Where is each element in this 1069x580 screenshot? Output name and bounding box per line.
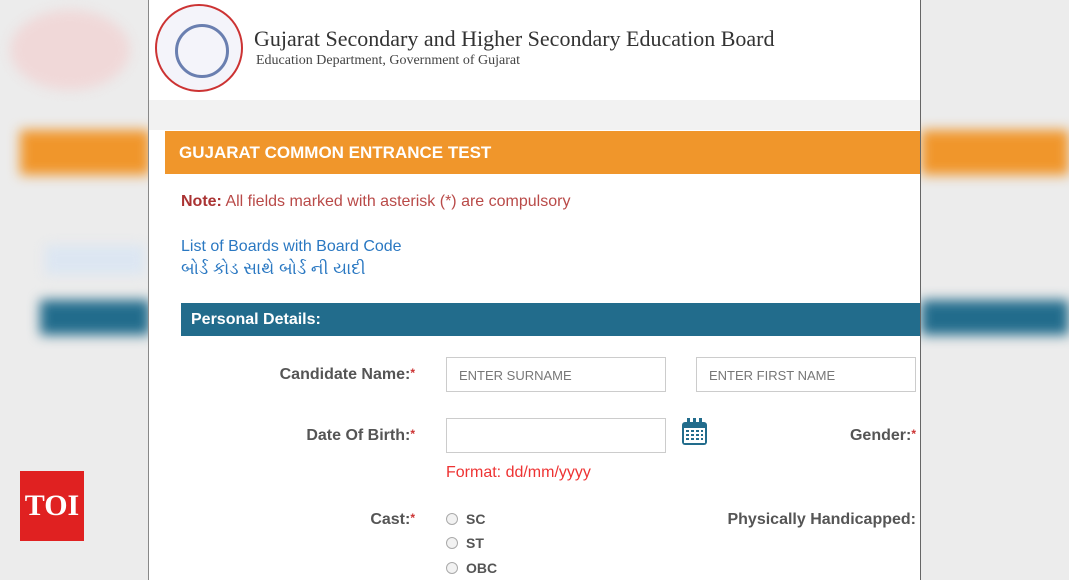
cast-radio-st[interactable]: ST xyxy=(446,535,484,551)
page-banner: GUJARAT COMMON ENTRANCE TEST xyxy=(165,131,920,174)
site-header: Gujarat Secondary and Higher Secondary E… xyxy=(149,0,920,100)
dob-format-hint: Format: dd/mm/yyyy xyxy=(446,464,591,481)
cast-radio-sc[interactable]: SC xyxy=(446,511,485,527)
dob-input[interactable] xyxy=(446,418,666,453)
cast-radio-obc[interactable]: OBC xyxy=(446,560,497,576)
candidate-name-label: Candidate Name:* xyxy=(279,366,415,383)
note-label: Note: xyxy=(181,193,222,210)
surname-input[interactable]: ENTER SURNAME xyxy=(446,357,666,392)
compulsory-note: Note: All fields marked with asterisk (*… xyxy=(181,193,570,211)
toi-watermark-logo: TOI xyxy=(20,471,84,541)
gender-label: Gender:* xyxy=(849,427,916,444)
first-name-input[interactable]: ENTER FIRST NAME xyxy=(696,357,916,392)
nav-band xyxy=(149,100,920,130)
section-header: Personal Details: xyxy=(181,303,920,336)
handicapped-label: Physically Handicapped: xyxy=(727,511,916,528)
site-subtitle: Education Department, Government of Guja… xyxy=(256,53,520,68)
note-text: All fields marked with asterisk (*) are … xyxy=(225,193,571,210)
board-logo xyxy=(155,4,243,92)
cast-label: Cast:* xyxy=(370,511,415,528)
site-title: Gujarat Secondary and Higher Secondary E… xyxy=(254,26,775,51)
webpage-frame: Gujarat Secondary and Higher Secondary E… xyxy=(148,0,921,580)
boards-list-link[interactable]: List of Boards with Board Code xyxy=(181,238,402,255)
calendar-icon[interactable] xyxy=(681,418,708,446)
boards-list-link-gujarati[interactable]: બોર્ડ કોડ સાથે બોર્ડ ની યાદી xyxy=(181,259,366,278)
dob-label: Date Of Birth:* xyxy=(306,427,415,444)
